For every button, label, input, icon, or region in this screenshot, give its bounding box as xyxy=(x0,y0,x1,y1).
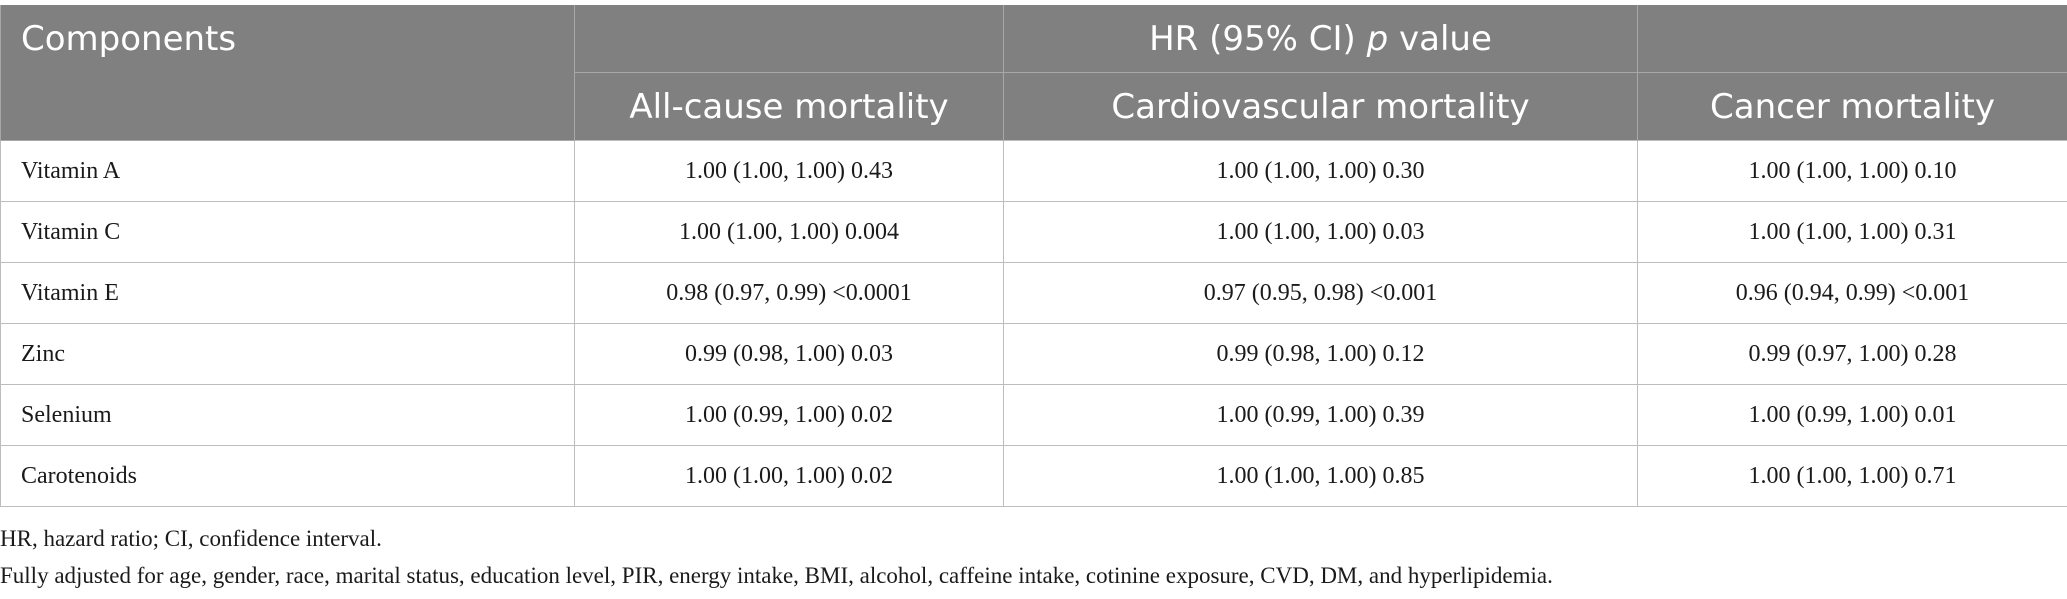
cell-cardiovascular: 0.97 (0.95, 0.98) <0.001 xyxy=(1003,262,1638,324)
components-header: Components xyxy=(0,5,575,141)
footnote-abbreviations: HR, hazard ratio; CI, confidence interva… xyxy=(0,526,382,551)
group-header-suffix: value xyxy=(1388,18,1492,59)
table-header: Components HR (95% CI) p value All-cause… xyxy=(0,5,2067,141)
table-body: Vitamin A 1.00 (1.00, 1.00) 0.43 1.00 (1… xyxy=(0,140,2067,507)
row-label: Vitamin E xyxy=(0,262,575,324)
column-header-cancer: Cancer mortality xyxy=(1637,72,2067,141)
column-header-cardiovascular: Cardiovascular mortality xyxy=(1003,72,1638,141)
group-header-italic: p xyxy=(1366,18,1389,59)
cell-cancer: 1.00 (1.00, 1.00) 0.71 xyxy=(1637,445,2067,507)
cell-all-cause: 1.00 (1.00, 1.00) 0.004 xyxy=(574,201,1004,263)
cell-cardiovascular: 1.00 (1.00, 1.00) 0.03 xyxy=(1003,201,1638,263)
row-label: Carotenoids xyxy=(0,445,575,507)
cell-cardiovascular: 1.00 (1.00, 1.00) 0.85 xyxy=(1003,445,1638,507)
column-header-all-cause: All-cause mortality xyxy=(574,72,1004,141)
cell-cardiovascular: 1.00 (1.00, 1.00) 0.30 xyxy=(1003,140,1638,202)
row-label: Vitamin A xyxy=(0,140,575,202)
row-label: Vitamin C xyxy=(0,201,575,263)
group-header: HR (95% CI) p value xyxy=(1003,5,1638,73)
cell-cancer: 0.96 (0.94, 0.99) <0.001 xyxy=(1637,262,2067,324)
header-blank-cell xyxy=(1637,5,2067,73)
cell-all-cause: 0.98 (0.97, 0.99) <0.0001 xyxy=(574,262,1004,324)
table-row: Zinc 0.99 (0.98, 1.00) 0.03 0.99 (0.98, … xyxy=(0,323,2067,385)
cell-cardiovascular: 1.00 (0.99, 1.00) 0.39 xyxy=(1003,384,1638,446)
table-footnotes: HR, hazard ratio; CI, confidence interva… xyxy=(0,520,1553,594)
table-row: Vitamin A 1.00 (1.00, 1.00) 0.43 1.00 (1… xyxy=(0,140,2067,202)
table-row: Carotenoids 1.00 (1.00, 1.00) 0.02 1.00 … xyxy=(0,445,2067,507)
cell-cancer: 1.00 (0.99, 1.00) 0.01 xyxy=(1637,384,2067,446)
row-label: Zinc xyxy=(0,323,575,385)
table-row: Vitamin E 0.98 (0.97, 0.99) <0.0001 0.97… xyxy=(0,262,2067,324)
table-row: Vitamin C 1.00 (1.00, 1.00) 0.004 1.00 (… xyxy=(0,201,2067,263)
cell-cardiovascular: 0.99 (0.98, 1.00) 0.12 xyxy=(1003,323,1638,385)
cell-all-cause: 1.00 (1.00, 1.00) 0.02 xyxy=(574,445,1004,507)
header-blank-cell xyxy=(574,5,1004,73)
cell-cancer: 1.00 (1.00, 1.00) 0.31 xyxy=(1637,201,2067,263)
hazard-ratio-table: Components HR (95% CI) p value All-cause… xyxy=(0,5,2067,507)
results-table-container: Components HR (95% CI) p value All-cause… xyxy=(0,5,2067,507)
table-row: Selenium 1.00 (0.99, 1.00) 0.02 1.00 (0.… xyxy=(0,384,2067,446)
cell-cancer: 1.00 (1.00, 1.00) 0.10 xyxy=(1637,140,2067,202)
cell-all-cause: 1.00 (0.99, 1.00) 0.02 xyxy=(574,384,1004,446)
cell-all-cause: 0.99 (0.98, 1.00) 0.03 xyxy=(574,323,1004,385)
row-label: Selenium xyxy=(0,384,575,446)
cell-all-cause: 1.00 (1.00, 1.00) 0.43 xyxy=(574,140,1004,202)
footnote-adjustment: Fully adjusted for age, gender, race, ma… xyxy=(0,563,1553,588)
cell-cancer: 0.99 (0.97, 1.00) 0.28 xyxy=(1637,323,2067,385)
group-header-prefix: HR (95% CI) xyxy=(1149,18,1367,59)
